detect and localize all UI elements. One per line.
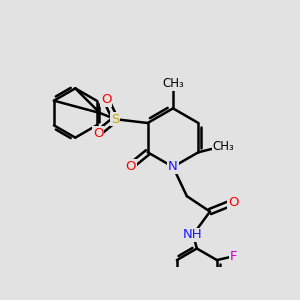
Text: N: N <box>168 160 178 173</box>
Text: CH₃: CH₃ <box>212 140 234 153</box>
Text: S: S <box>111 113 119 126</box>
Text: O: O <box>228 196 238 209</box>
Text: NH: NH <box>183 228 203 241</box>
Text: CH₃: CH₃ <box>162 77 184 90</box>
Text: O: O <box>93 127 104 140</box>
Text: F: F <box>230 250 238 263</box>
Text: O: O <box>101 93 111 106</box>
Text: O: O <box>125 160 136 172</box>
